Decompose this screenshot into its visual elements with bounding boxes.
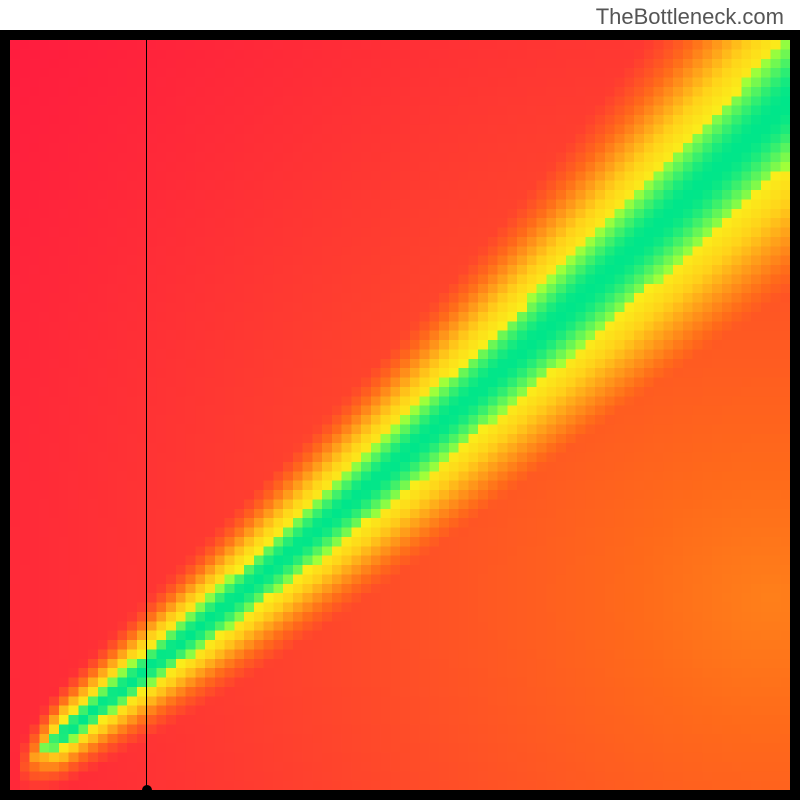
bottleneck-heatmap <box>10 40 790 790</box>
crosshair-horizontal <box>10 790 790 791</box>
watermark-text: TheBottleneck.com <box>596 4 784 30</box>
crosshair-marker[interactable] <box>142 785 152 795</box>
crosshair-vertical <box>146 40 147 790</box>
